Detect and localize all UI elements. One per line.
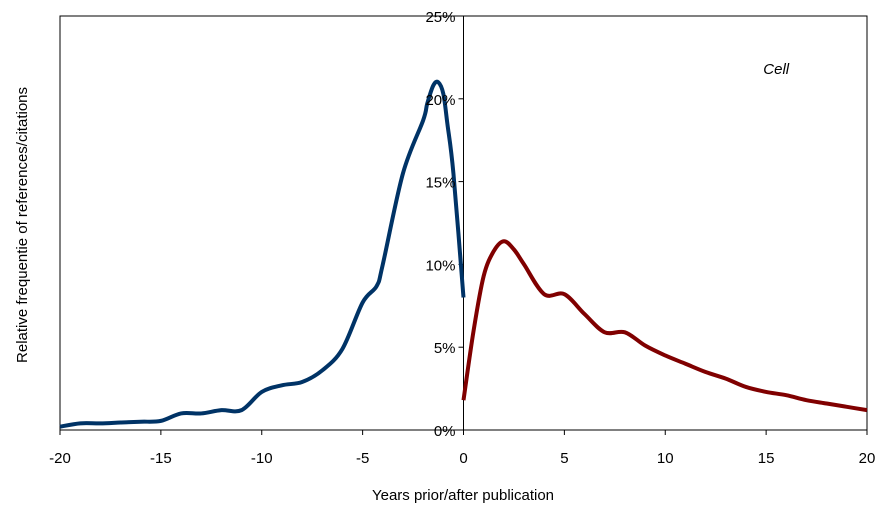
x-tick-label: -15 <box>150 450 172 467</box>
y-tick-label: 25% <box>425 9 455 26</box>
y-tick-labels: 0% 5% 10% 15% 20% 25% <box>425 9 455 440</box>
x-tick-label: -10 <box>251 450 273 467</box>
x-tick-label: -5 <box>356 450 369 467</box>
series-line-prior <box>59 79 466 429</box>
y-tick-label: 15% <box>425 175 455 192</box>
annotations: Cell <box>763 61 790 78</box>
x-tick-labels: -20 -15 -10 -5 0 5 10 15 20 <box>49 450 875 467</box>
y-axis-title: Relative frequentie of references/citati… <box>14 87 31 363</box>
x-axis-title: Years prior/after publication <box>372 487 554 504</box>
x-tick-label: 5 <box>560 450 568 467</box>
y-tick-label: 10% <box>425 257 455 274</box>
x-tick-label: 0 <box>459 450 467 467</box>
y-tick-label: 0% <box>434 423 456 440</box>
y-tick-marks <box>458 15 464 431</box>
x-tick-label: 15 <box>758 450 775 467</box>
series-line-after <box>461 239 868 413</box>
x-tick-label: -20 <box>49 450 71 467</box>
y-tick-label: 5% <box>434 340 456 357</box>
x-tick-marks <box>59 430 868 435</box>
y-tick-label: 20% <box>425 92 455 109</box>
x-tick-label: 20 <box>859 450 876 467</box>
chart-annotation: Cell <box>763 61 790 78</box>
x-tick-label: 10 <box>657 450 674 467</box>
series-lines <box>59 79 868 429</box>
